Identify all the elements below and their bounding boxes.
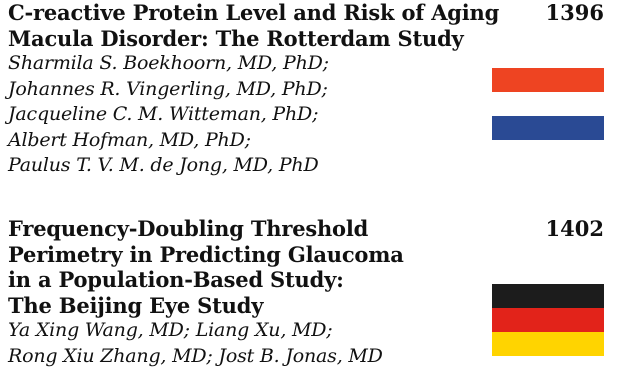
article-title-line: Perimetry in Predicting Glaucoma [8, 241, 404, 267]
toc-entry: Frequency-Doubling Threshold Perimetry i… [8, 216, 610, 369]
flag-stripe [492, 332, 604, 356]
author-line: Paulus T. V. M. de Jong, MD, PhD [8, 154, 319, 176]
article-title: Frequency-Doubling Threshold Perimetry i… [8, 216, 478, 318]
article-title-line: Frequency-Doubling Threshold [8, 216, 369, 241]
page-number: 1402 [545, 216, 604, 241]
netherlands-flag-icon [492, 68, 604, 140]
author-line: Ya Xing Wang, MD; Liang Xu, MD; [8, 319, 333, 341]
article-title-line: C-reactive Protein Level and Risk of Agi… [8, 0, 500, 25]
author-line: Albert Hofman, MD, PhD; [8, 128, 251, 151]
germany-flag-icon [492, 284, 604, 356]
flag-stripe [492, 68, 604, 92]
article-title: C-reactive Protein Level and Risk of Agi… [8, 0, 500, 51]
author-list: Sharmila S. Boekhoorn, MD, PhD; Johannes… [8, 51, 610, 179]
flag-stripe [492, 308, 604, 332]
flag-stripe [492, 116, 604, 140]
flag-stripe [492, 92, 604, 116]
author-line: Sharmila S. Boekhoorn, MD, PhD; [8, 52, 329, 74]
toc-entry: C-reactive Protein Level and Risk of Agi… [8, 0, 610, 179]
article-title-line: in a Population-Based Study: [8, 267, 344, 292]
flag-stripe [492, 284, 604, 308]
author-line: Jacqueline C. M. Witteman, PhD; [8, 103, 319, 125]
author-list: Ya Xing Wang, MD; Liang Xu, MD; Rong Xiu… [8, 318, 610, 369]
page-number: 1396 [545, 0, 604, 25]
author-line: Johannes R. Vingerling, MD, PhD; [8, 77, 328, 100]
article-title-line: The Beijing Eye Study [8, 292, 264, 318]
article-title-line: Macula Disorder: The Rotterdam Study [8, 25, 464, 51]
author-line: Rong Xiu Zhang, MD; Jost B. Jonas, MD [8, 344, 383, 367]
